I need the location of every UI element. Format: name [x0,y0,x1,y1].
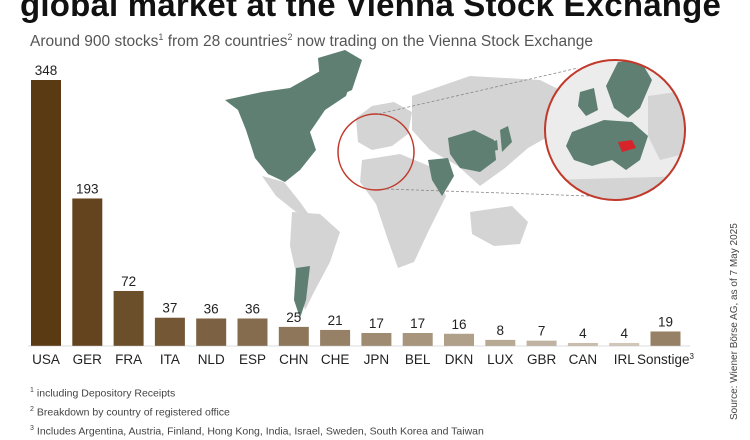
value-label: 4 [620,326,628,341]
category-label: JPN [364,352,390,367]
category-label: FRA [115,352,142,367]
chart-title: global market at the Vienna Stock Exchan… [20,0,722,23]
value-label: 17 [410,316,425,331]
bar-bel [402,333,433,346]
chart-subtitle: Around 900 stocks1 from 28 countries2 no… [30,32,593,51]
zoom-indicator [337,67,591,197]
subtitle-part-b: from 28 countries [163,33,288,51]
map-japan [500,126,512,152]
bar-ita [154,317,185,346]
category-label: CHE [321,352,350,367]
category-label: GER [73,352,103,367]
value-label: 16 [451,317,466,332]
value-label: 4 [579,326,587,341]
value-label: 348 [35,63,58,78]
bar-che [320,329,351,346]
category-label: ITA [160,352,180,367]
europe-locator-circle [337,113,415,191]
value-label: 21 [328,313,343,328]
footnote-1: 1 including Depository Receipts [30,383,484,402]
category-label: LUX [487,352,513,367]
value-label: 37 [162,301,177,316]
category-label: GBR [527,352,557,367]
map-australia [470,206,528,246]
subtitle-part-c: now trading on the Vienna Stock Exchange [292,33,593,51]
source-note: Source: Wiener Börse AG, as of 7 May 202… [729,223,740,420]
bar-dkn [444,333,474,346]
value-label: 36 [245,301,260,316]
bar-chn [278,326,309,346]
world-map [225,50,580,318]
zoom-eastern-europe [648,90,685,160]
category-label: Sonstige3 [637,352,695,367]
footnote-3: 3 Includes Argentina, Austria, Finland, H… [30,421,484,440]
footnote-text: Includes Argentina, Austria, Finland, Ho… [36,425,484,438]
bar-irl [609,342,640,346]
map-north-america [225,70,352,182]
category-label: BEL [405,352,431,367]
zoom-connector-top [377,67,579,115]
category-label: USA [32,352,60,367]
footnote-mark: 3 [30,425,34,432]
bar-can [567,342,598,346]
category-label: CAN [569,352,598,367]
value-label: 25 [286,310,301,325]
subtitle-footnote-mark-1: 1 [158,32,164,42]
value-label: 7 [538,324,546,339]
footnote-mark: 1 [30,387,34,394]
category-label: DKN [445,352,474,367]
map-korea [492,140,498,151]
footnote-2: 2 Breakdown by country of registered offi… [30,402,484,421]
bar-group: 348USA193GER72FRA37ITA36NLD36ESP25CHN21C… [31,63,695,367]
subtitle-footnote-mark-2: 2 [287,32,293,42]
subtitle-part-a: Around 900 stocks [30,33,159,51]
bar-nld [196,318,227,346]
bar-fra [113,290,144,346]
bar-usa [31,80,61,346]
bar-esp [237,318,268,346]
value-label: 36 [204,301,219,316]
europe-zoom-map [544,59,686,201]
chart-canvas: 348USA193GER72FRA37ITA36NLD36ESP25CHN21C… [28,50,695,367]
map-greenland [318,50,362,98]
map-africa [360,154,446,268]
zoom-uk-ireland [578,88,598,116]
bar-ger [72,198,103,346]
bar-gbr [526,340,557,346]
category-label: CHN [279,352,308,367]
footnote-text: including Depository Receipts [36,387,176,400]
map-india [428,158,454,196]
value-label: 8 [497,323,505,338]
map-china [448,130,496,172]
category-label: ESP [239,352,266,367]
zoom-north-africa [550,176,685,200]
map-central-america [262,176,310,216]
zoom-austria [618,140,636,152]
value-label: 17 [369,316,384,331]
map-argentina [294,266,310,318]
value-label: 19 [658,314,673,329]
footnote-mark: 2 [30,406,34,413]
zoom-border [544,59,686,201]
footnote-text: Breakdown by country of registered offic… [36,406,230,419]
zoom-connector-bottom [385,188,591,197]
category-label: NLD [198,352,225,367]
bar-jpn [361,333,392,346]
value-label: 193 [76,181,99,196]
bar-lux [485,339,516,346]
category-label: IRL [614,352,636,367]
zoom-continental-europe [566,120,648,170]
value-label: 72 [121,274,136,289]
bar-sonstige [650,331,681,346]
footnotes: 1 including Depository Receipts 2 Breakdow… [30,383,484,440]
category-footnote-mark: 3 [690,352,695,361]
zoom-scandinavia [606,60,652,118]
